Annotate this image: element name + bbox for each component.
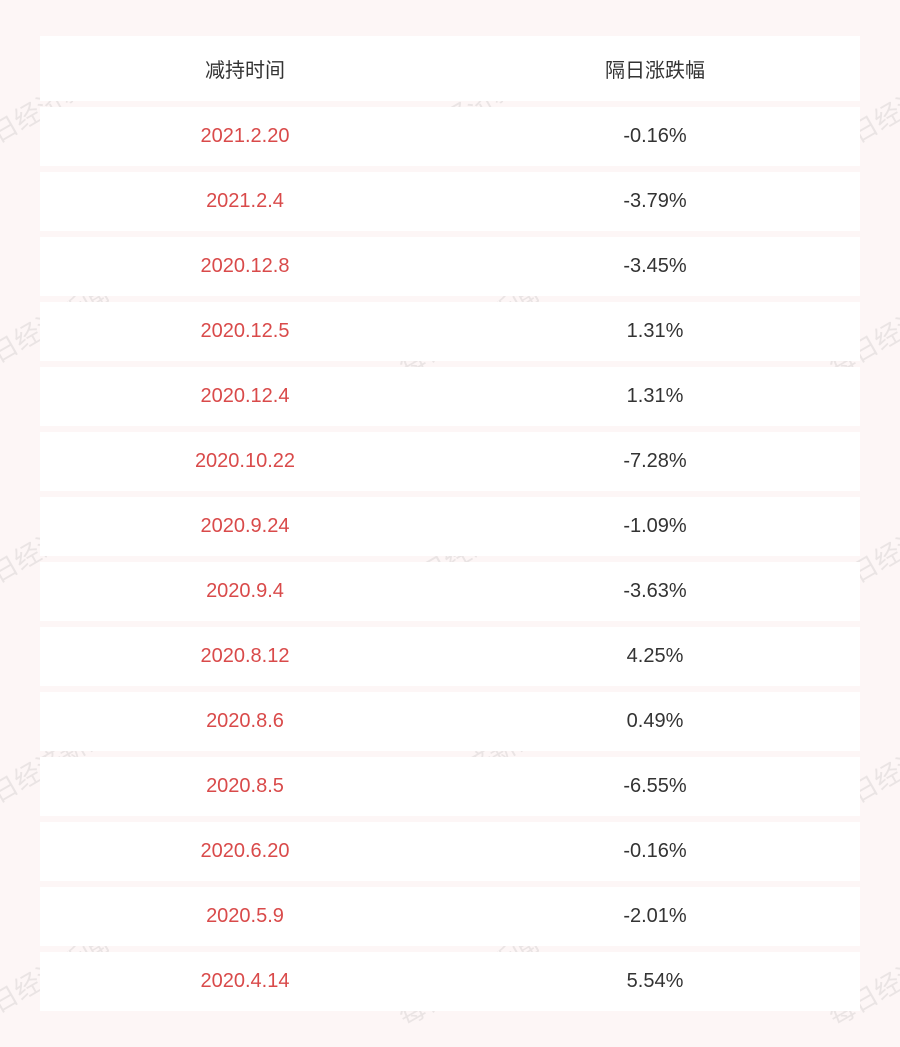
table-row: 2021.2.20-0.16% xyxy=(40,107,860,166)
date-cell: 2021.2.20 xyxy=(40,107,450,166)
value-cell: 1.31% xyxy=(450,367,860,426)
table-row: 2020.6.20-0.16% xyxy=(40,822,860,881)
value-cell: -0.16% xyxy=(450,822,860,881)
date-cell: 2020.8.12 xyxy=(40,627,450,686)
date-cell: 2020.9.24 xyxy=(40,497,450,556)
date-cell: 2020.12.5 xyxy=(40,302,450,361)
table-row: 2020.5.9-2.01% xyxy=(40,887,860,946)
date-cell: 2020.5.9 xyxy=(40,887,450,946)
table-row: 2020.10.22-7.28% xyxy=(40,432,860,491)
table-row: 2020.9.4-3.63% xyxy=(40,562,860,621)
table-row: 2020.12.51.31% xyxy=(40,302,860,361)
table-container: 减持时间 隔日涨跌幅 2021.2.20-0.16%2021.2.4-3.79%… xyxy=(0,0,900,1047)
date-cell: 2020.10.22 xyxy=(40,432,450,491)
table-row: 2020.12.8-3.45% xyxy=(40,237,860,296)
table-body: 2021.2.20-0.16%2021.2.4-3.79%2020.12.8-3… xyxy=(40,107,860,1011)
value-cell: -3.63% xyxy=(450,562,860,621)
value-cell: -1.09% xyxy=(450,497,860,556)
value-cell: -3.45% xyxy=(450,237,860,296)
date-cell: 2020.8.5 xyxy=(40,757,450,816)
value-cell: -6.55% xyxy=(450,757,860,816)
value-cell: -7.28% xyxy=(450,432,860,491)
table-row: 2020.8.60.49% xyxy=(40,692,860,751)
table-row: 2020.8.124.25% xyxy=(40,627,860,686)
table-row: 2020.9.24-1.09% xyxy=(40,497,860,556)
column-header-date: 减持时间 xyxy=(40,36,450,101)
table-row: 2020.4.145.54% xyxy=(40,952,860,1011)
value-cell: -2.01% xyxy=(450,887,860,946)
value-cell: -3.79% xyxy=(450,172,860,231)
date-cell: 2020.12.4 xyxy=(40,367,450,426)
date-cell: 2020.9.4 xyxy=(40,562,450,621)
date-cell: 2020.12.8 xyxy=(40,237,450,296)
column-header-value: 隔日涨跌幅 xyxy=(450,36,860,101)
value-cell: 5.54% xyxy=(450,952,860,1011)
value-cell: 4.25% xyxy=(450,627,860,686)
table-row: 2020.12.41.31% xyxy=(40,367,860,426)
date-cell: 2020.8.6 xyxy=(40,692,450,751)
date-cell: 2021.2.4 xyxy=(40,172,450,231)
table-row: 2020.8.5-6.55% xyxy=(40,757,860,816)
table-header-row: 减持时间 隔日涨跌幅 xyxy=(40,36,860,101)
date-cell: 2020.6.20 xyxy=(40,822,450,881)
data-table: 减持时间 隔日涨跌幅 2021.2.20-0.16%2021.2.4-3.79%… xyxy=(40,30,860,1017)
value-cell: -0.16% xyxy=(450,107,860,166)
value-cell: 1.31% xyxy=(450,302,860,361)
table-row: 2021.2.4-3.79% xyxy=(40,172,860,231)
date-cell: 2020.4.14 xyxy=(40,952,450,1011)
value-cell: 0.49% xyxy=(450,692,860,751)
